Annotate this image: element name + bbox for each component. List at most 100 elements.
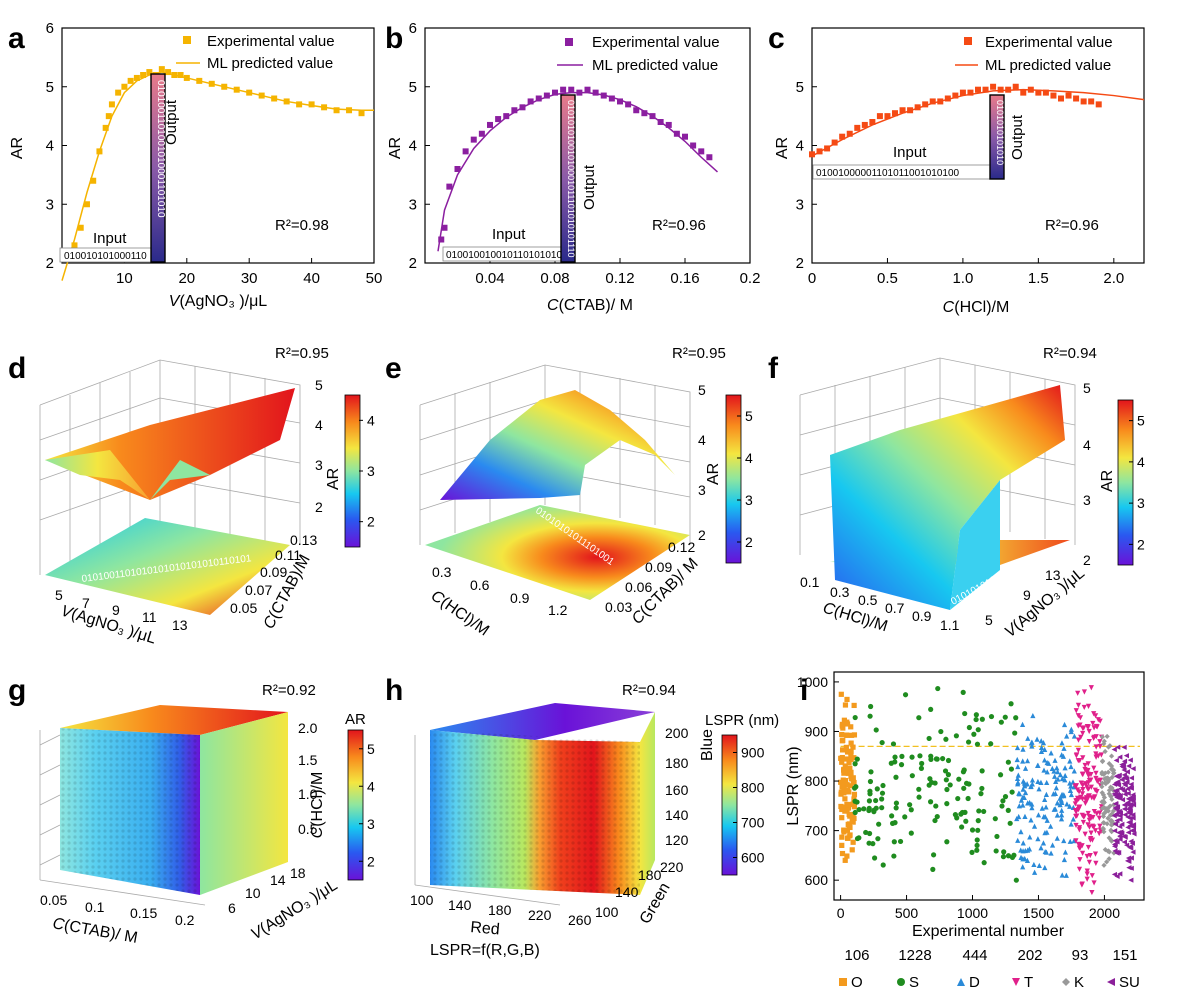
data-point-SU — [1124, 858, 1131, 864]
data-point-D — [1044, 779, 1050, 786]
x-tick-label: 9 — [112, 602, 120, 618]
data-point-SU — [1115, 782, 1122, 788]
data-point-O — [851, 779, 857, 786]
data-point-O — [851, 804, 857, 810]
legend-marker-T — [1012, 978, 1020, 986]
data-point-S — [943, 777, 949, 783]
data-point-S — [927, 799, 934, 805]
data-point-SU — [1128, 775, 1135, 781]
data-point — [102, 124, 109, 131]
data-point — [907, 107, 914, 114]
data-point-T — [1077, 715, 1084, 721]
data-point-T — [1075, 690, 1081, 696]
data-point-T — [1092, 794, 1098, 800]
data-point-D — [1044, 759, 1050, 766]
data-point — [233, 86, 240, 93]
panel-label-f: f — [768, 352, 779, 385]
data-point-SU — [1112, 801, 1119, 807]
y-tick-label: 5 — [796, 79, 804, 96]
data-point-S — [880, 782, 886, 789]
data-point-S — [916, 715, 922, 721]
z-tick-label: 3 — [315, 457, 323, 473]
data-point-SU — [1118, 829, 1124, 835]
data-point — [1058, 95, 1064, 102]
data-point-S — [942, 768, 949, 774]
data-point-K — [1108, 837, 1114, 843]
input-bits: 01001000001101011001010100 — [816, 168, 960, 179]
y-tick-label: 140 — [615, 884, 639, 900]
panel-g: 0.5 1.0 1.5 2.0 C(HCl)/M 0.05 0.1 0.15 0.2 C(C… — [39, 682, 375, 947]
legend-series-name: SU — [1119, 974, 1140, 991]
data-point-T — [1073, 708, 1079, 714]
data-point-D — [1067, 803, 1073, 809]
data-point-K — [1105, 815, 1111, 821]
data-point-SU — [1111, 746, 1117, 753]
data-point-D — [1068, 763, 1074, 770]
legend-exp-marker — [964, 37, 972, 45]
data-point-D — [1062, 849, 1069, 855]
data-point-K — [1106, 849, 1112, 855]
data-point — [831, 139, 838, 146]
data-point-K — [1099, 799, 1105, 805]
data-point-S — [866, 840, 872, 846]
plot-frame — [833, 671, 1145, 901]
data-point-S — [868, 769, 874, 775]
data-point — [446, 183, 453, 190]
data-point-K — [1108, 763, 1115, 769]
data-point-S — [943, 736, 949, 742]
data-point — [519, 104, 526, 111]
data-point-O — [850, 744, 856, 750]
data-point — [296, 101, 303, 108]
data-point-D — [1043, 791, 1050, 797]
input-bits: 0100100100101101010101 — [446, 250, 568, 261]
x-tick-label: 20 — [178, 270, 195, 287]
data-point-SU — [1119, 786, 1126, 793]
data-point-S — [1000, 798, 1006, 804]
y-tick-label: 0.09 — [645, 559, 672, 575]
x-tick-label: 2.0 — [1103, 270, 1124, 287]
data-point-O — [844, 807, 850, 813]
ml-fit-line — [811, 88, 1145, 157]
response-surface — [45, 388, 295, 500]
data-point-O — [847, 765, 853, 771]
data-point-S — [973, 712, 979, 718]
data-point-K — [1099, 780, 1105, 786]
data-point-O — [843, 744, 849, 750]
data-point — [1050, 92, 1057, 99]
data-point-S — [917, 753, 923, 759]
data-point-D — [1054, 812, 1060, 818]
y-tick-label: 0.09 — [260, 564, 287, 580]
data-point-S — [1001, 849, 1007, 855]
panel-label-e: e — [385, 352, 402, 385]
data-point-D — [1029, 777, 1036, 783]
y-tick-label: 14 — [270, 872, 286, 888]
y-tick-label: 3 — [46, 196, 54, 213]
data-point — [196, 77, 203, 84]
data-point — [527, 98, 534, 105]
data-point — [600, 92, 607, 99]
data-point-S — [873, 727, 879, 733]
data-point — [990, 83, 997, 90]
volume-point-grid — [430, 730, 640, 895]
data-point-D — [1044, 829, 1050, 835]
data-point — [308, 101, 315, 108]
data-point — [869, 119, 876, 125]
data-point-D — [1057, 771, 1063, 778]
legend-count: 93 — [1072, 947, 1089, 964]
data-point-K — [1099, 771, 1105, 777]
data-point-O — [850, 817, 856, 824]
data-point-D — [1042, 796, 1048, 803]
data-point — [608, 95, 615, 102]
data-point-D — [1071, 733, 1078, 739]
y-tick-label: 0.03 — [605, 599, 632, 615]
data-point-S — [902, 814, 908, 820]
data-point-K — [1109, 811, 1115, 817]
data-point-T — [1097, 718, 1103, 724]
legend-marker-K — [1062, 978, 1070, 986]
y-tick-label: 900 — [805, 723, 829, 739]
z-tick-label: 1.0 — [298, 786, 318, 802]
data-point-S — [958, 811, 964, 817]
legend-ml: ML predicted value — [592, 57, 718, 74]
